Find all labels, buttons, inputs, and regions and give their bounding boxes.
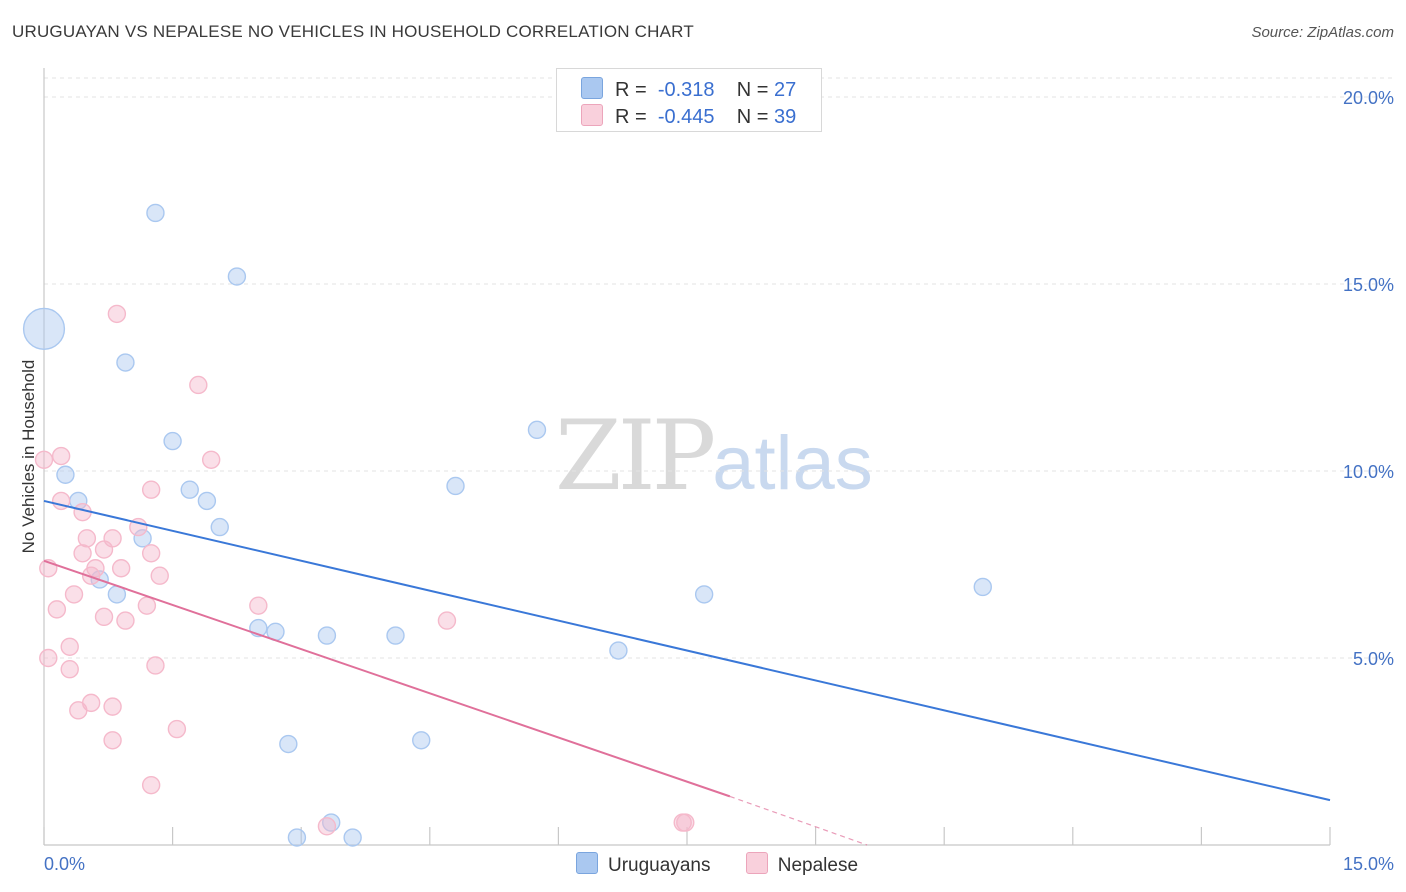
point-uruguayans xyxy=(386,626,405,645)
legend-label-nepalese: Nepalese xyxy=(777,855,859,876)
point-uruguayans xyxy=(287,828,307,847)
y-tick-label: 20.0% xyxy=(1343,88,1394,108)
point-uruguayans xyxy=(227,267,247,286)
point-nepalese xyxy=(167,719,187,739)
point-nepalese xyxy=(141,544,161,563)
trendline-nepalese xyxy=(43,559,731,798)
point-uruguayans xyxy=(279,734,298,754)
trendline-uruguayans xyxy=(43,499,1331,802)
series-legend: Uruguayans Nepalese xyxy=(576,852,888,877)
point-uruguayans xyxy=(694,585,714,604)
point-nepalese xyxy=(249,596,268,615)
point-uruguayans xyxy=(146,203,165,223)
point-uruguayans xyxy=(22,307,66,350)
point-uruguayans xyxy=(116,353,135,372)
watermark-zip: ZIP xyxy=(555,400,716,512)
legend-n-label: N = xyxy=(736,106,769,128)
chart-title: URUGUAYAN VS NEPALESE NO VEHICLES IN HOU… xyxy=(12,22,694,41)
legend-item-nepalese: Nepalese xyxy=(745,852,859,877)
point-nepalese xyxy=(94,540,114,559)
legend-row-nepalese: R = -0.445 N = 39 xyxy=(581,104,796,128)
y-tick-label: 5.0% xyxy=(1353,649,1394,669)
point-uruguayans xyxy=(609,641,628,660)
watermark: ZIPatlas xyxy=(555,400,873,512)
x-tick-label: 15.0% xyxy=(1343,854,1394,874)
point-nepalese xyxy=(73,544,92,563)
point-nepalese xyxy=(189,375,208,395)
point-nepalese xyxy=(94,607,114,627)
point-uruguayans xyxy=(343,828,362,847)
point-nepalese xyxy=(150,566,169,585)
point-uruguayans xyxy=(210,517,229,537)
point-uruguayans xyxy=(56,465,75,484)
legend-swatch-uruguayans xyxy=(581,77,603,99)
point-uruguayans xyxy=(163,431,182,451)
point-nepalese xyxy=(141,775,161,795)
legend-n-value: 39 xyxy=(774,106,797,128)
point-nepalese xyxy=(437,611,457,630)
point-nepalese xyxy=(137,596,157,615)
point-uruguayans xyxy=(446,476,465,496)
legend-r-value: -0.318 xyxy=(657,79,715,101)
legend-n-label: N = xyxy=(736,79,769,101)
point-uruguayans xyxy=(527,420,547,440)
point-nepalese xyxy=(141,480,161,499)
legend-r-value: -0.445 xyxy=(657,106,715,128)
legend-item-uruguayans: Uruguayans xyxy=(576,852,710,877)
point-nepalese xyxy=(77,529,97,548)
point-nepalese xyxy=(103,697,122,716)
y-tick-label: 10.0% xyxy=(1343,462,1394,482)
point-nepalese xyxy=(51,446,71,466)
point-nepalese xyxy=(103,731,122,750)
point-nepalese xyxy=(116,611,135,630)
point-nepalese xyxy=(107,304,127,324)
point-nepalese xyxy=(64,585,84,604)
point-nepalese xyxy=(676,813,695,832)
point-nepalese xyxy=(111,559,131,578)
legend-row-uruguayans: R = -0.318 N = 27 xyxy=(581,77,796,101)
point-nepalese xyxy=(34,450,54,469)
trendline-extension-nepalese xyxy=(729,795,868,846)
point-uruguayans xyxy=(317,626,337,645)
legend-r-label: R = xyxy=(615,79,647,101)
point-uruguayans xyxy=(180,480,199,499)
point-nepalese xyxy=(39,648,58,668)
y-tick-label: 15.0% xyxy=(1343,275,1394,295)
legend-n-value: 27 xyxy=(774,79,797,101)
point-uruguayans xyxy=(197,491,217,511)
legend-label-uruguayans: Uruguayans xyxy=(608,855,711,876)
point-nepalese xyxy=(47,600,67,619)
point-nepalese xyxy=(146,656,165,675)
point-nepalese xyxy=(201,450,221,469)
y-axis-label: No Vehicles in Household xyxy=(19,360,38,554)
legend-swatch-nepalese xyxy=(581,104,603,126)
point-nepalese xyxy=(60,660,79,679)
watermark-atlas: atlas xyxy=(712,421,873,506)
point-uruguayans xyxy=(973,577,992,597)
x-tick-label: 0.0% xyxy=(44,854,85,874)
point-nepalese xyxy=(60,637,79,656)
point-uruguayans xyxy=(133,529,152,548)
point-nepalese xyxy=(69,701,88,720)
legend-r-label: R = xyxy=(615,106,647,128)
legend-swatch-nepalese xyxy=(745,852,768,874)
point-nepalese xyxy=(317,817,337,836)
point-uruguayans xyxy=(412,731,431,750)
point-nepalese xyxy=(81,566,101,585)
legend-swatch-uruguayans xyxy=(576,852,598,874)
stats-legend: R = -0.318 N = 27 R = -0.445 N = 39 xyxy=(556,68,822,132)
source-label: Source: ZipAtlas.com xyxy=(1251,24,1394,41)
